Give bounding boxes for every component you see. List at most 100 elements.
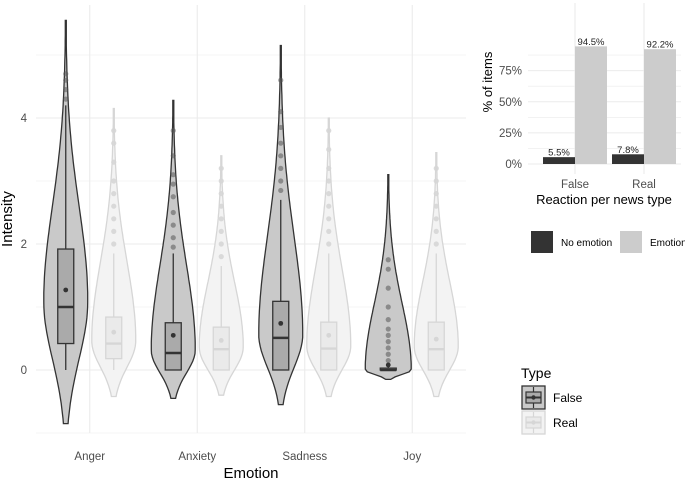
outlier-real-anger (111, 191, 117, 197)
outlier-real-joy (433, 241, 439, 247)
outlier-false-joy (385, 285, 391, 291)
mean-false-sadness (278, 320, 284, 326)
violin-chart: 0 2 4 Anger Anxiety Sadness Joy Emotion Intensit… (0, 5, 466, 478)
outlier-false-anxiety (170, 172, 176, 178)
outlier-real-anger (111, 159, 117, 165)
x-tick-label: Real (632, 179, 656, 191)
outlier-false-joy (385, 257, 391, 263)
outlier-false-joy (385, 304, 391, 310)
legend-key-emotion (620, 231, 642, 253)
legend-key-false-mean (531, 395, 536, 400)
outlier-real-anxiety (218, 178, 224, 184)
outlier-false-anxiety (170, 153, 176, 159)
outlier-false-sadness (278, 140, 284, 146)
outlier-false-joy (385, 326, 391, 332)
outlier-false-anxiety (170, 244, 176, 250)
outlier-false-anxiety (170, 128, 176, 134)
legend-label: Emotion (650, 238, 685, 249)
outlier-real-anger (111, 241, 117, 247)
outlier-false-sadness (278, 153, 284, 159)
y-tick-label: 0% (505, 159, 522, 171)
legend-label: No emotion (561, 238, 612, 249)
box-real-anger (105, 316, 123, 360)
bar-label-no-emotion-real: 7.8% (617, 145, 639, 156)
outlier-false-sadness (278, 109, 284, 115)
box-false-anxiety (164, 322, 182, 371)
outlier-real-sadness (326, 146, 332, 153)
mean-false-joy (385, 362, 391, 368)
outlier-real-anxiety (218, 216, 224, 222)
outlier-real-joy (433, 203, 439, 209)
outlier-real-joy (433, 165, 439, 171)
outlier-real-sadness (326, 241, 332, 247)
bar-no-emotion-false (543, 157, 575, 164)
legend-key-no-emotion (531, 231, 553, 253)
violin-real-anger (91, 107, 137, 398)
mean-real-anger (111, 329, 117, 335)
legend-label: Real (553, 416, 578, 430)
x-tick-label: Sadness (282, 451, 327, 463)
outlier-real-anxiety (218, 191, 224, 197)
outlier-false-joy (385, 266, 391, 272)
outlier-false-anger (63, 71, 69, 77)
box-real-joy (427, 321, 445, 371)
bar-no-emotion-real (612, 154, 644, 164)
box-real-sadness (320, 321, 338, 371)
y-axis-title: % of items (480, 51, 495, 112)
y-tick-label: 4 (21, 113, 28, 125)
outlier-real-anger (111, 203, 117, 209)
outlier-real-joy (433, 191, 439, 197)
outlier-false-joy (385, 339, 391, 345)
legend-key-real-mean (531, 420, 536, 425)
outlier-false-anger (63, 77, 69, 83)
outlier-real-joy (433, 228, 439, 234)
outlier-false-sadness (278, 77, 284, 83)
y-axis-title: Intensity (0, 191, 16, 247)
outlier-false-joy (385, 351, 391, 357)
outlier-false-joy (385, 357, 391, 364)
legend-label: False (553, 391, 583, 405)
outlier-false-anxiety (170, 181, 176, 187)
outlier-real-sadness (326, 178, 332, 184)
box-false-anger (57, 248, 75, 345)
y-tick-label: 25% (499, 128, 522, 140)
outlier-false-anxiety (170, 222, 176, 228)
mean-false-anxiety (170, 332, 176, 338)
violin-false-joy (364, 174, 412, 381)
legend-title: Type (521, 365, 552, 381)
outlier-real-anxiety (218, 254, 224, 260)
outlier-false-sadness (278, 187, 284, 194)
outlier-real-sadness (326, 165, 332, 171)
outlier-real-sadness (326, 191, 332, 197)
outlier-real-anxiety (218, 203, 224, 209)
outlier-real-anxiety (218, 165, 224, 171)
x-tick-label: Joy (403, 451, 421, 463)
x-axis-title: Emotion (223, 465, 278, 478)
outlier-real-anger (111, 128, 117, 134)
outlier-false-sadness (278, 124, 284, 131)
outlier-real-sadness (326, 203, 332, 209)
bar-emotion-real (644, 49, 676, 164)
outlier-false-sadness (278, 165, 284, 171)
outlier-real-anger (111, 228, 117, 234)
outlier-real-joy (433, 216, 439, 222)
outlier-false-joy (385, 332, 391, 338)
outlier-false-joy (385, 345, 391, 351)
x-axis-title: Reaction per news type (536, 192, 672, 207)
bar-emotion-false (575, 46, 607, 164)
outlier-false-sadness (278, 178, 284, 184)
outlier-real-anger (111, 178, 117, 184)
box-false-sadness (272, 300, 290, 371)
bar-chart: 5.5% 7.8% 94.5% 92.2% 0% 25% 50% 75% False RealRe… (480, 3, 685, 253)
bar-label-no-emotion-false: 5.5% (548, 148, 570, 159)
outlier-false-anxiety (170, 194, 176, 200)
y-tick-label: 0 (21, 365, 27, 377)
mean-false-anger (63, 287, 69, 293)
outlier-real-sadness (326, 216, 332, 222)
x-tick-label: Anxiety (178, 451, 216, 463)
outlier-real-sadness (326, 128, 332, 134)
outlier-real-anger (111, 140, 117, 146)
y-tick-label: 75% (499, 66, 522, 78)
outlier-real-anxiety (218, 241, 224, 247)
